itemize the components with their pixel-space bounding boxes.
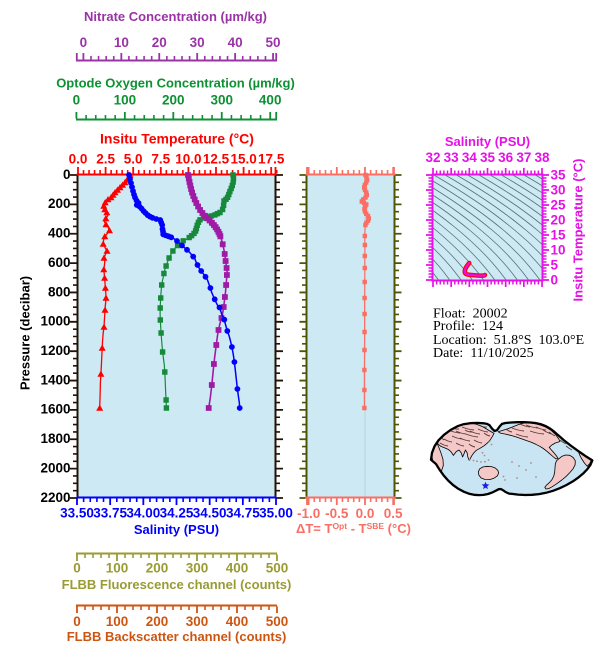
svg-text:10: 10 xyxy=(114,35,129,50)
svg-text:15: 15 xyxy=(551,228,567,243)
svg-text:40: 40 xyxy=(228,35,243,50)
svg-text:400: 400 xyxy=(259,93,282,108)
svg-text:200: 200 xyxy=(146,614,169,629)
svg-text:100: 100 xyxy=(106,561,129,576)
svg-text:12.5: 12.5 xyxy=(203,152,230,167)
svg-text:0.0: 0.0 xyxy=(69,152,88,167)
svg-text:Location: 51.8°S 103.0°E: Location: 51.8°S 103.0°E xyxy=(433,333,584,348)
svg-text:1600: 1600 xyxy=(40,402,70,417)
svg-text:500: 500 xyxy=(266,561,289,576)
svg-text:2000: 2000 xyxy=(40,460,70,475)
svg-text:Nitrate Concentration (µm/kg): Nitrate Concentration (µm/kg) xyxy=(84,9,267,24)
svg-text:33: 33 xyxy=(444,150,460,165)
svg-text:5: 5 xyxy=(551,258,559,273)
svg-text:0.5: 0.5 xyxy=(384,506,403,521)
svg-text:35: 35 xyxy=(551,168,567,183)
svg-text:35.00: 35.00 xyxy=(259,506,293,521)
svg-text:7.5: 7.5 xyxy=(151,152,170,167)
svg-text:0.0: 0.0 xyxy=(356,506,375,521)
svg-text:200: 200 xyxy=(146,561,169,576)
svg-text:17.5: 17.5 xyxy=(258,152,285,167)
svg-text:0: 0 xyxy=(80,35,88,50)
svg-text:35: 35 xyxy=(480,150,496,165)
svg-text:10.0: 10.0 xyxy=(175,152,201,167)
svg-text:34.75: 34.75 xyxy=(226,506,260,521)
svg-text:33.75: 33.75 xyxy=(93,506,127,521)
svg-text:0: 0 xyxy=(73,93,81,108)
svg-text:FLBB Fluorescence channel (cou: FLBB Fluorescence channel (counts) xyxy=(62,577,292,592)
svg-text:1400: 1400 xyxy=(40,372,70,387)
svg-text:300: 300 xyxy=(210,93,233,108)
svg-text:Optode Oxygen Concentration (µ: Optode Oxygen Concentration (µm/kg) xyxy=(56,76,295,91)
svg-text:0: 0 xyxy=(73,614,81,629)
svg-text:1000: 1000 xyxy=(40,314,70,329)
svg-text:600: 600 xyxy=(48,255,71,270)
svg-text:Date: 11/10/2025: Date: 11/10/2025 xyxy=(433,346,534,361)
svg-text:0: 0 xyxy=(73,561,81,576)
svg-text:34.00: 34.00 xyxy=(126,506,160,521)
svg-text:400: 400 xyxy=(226,561,249,576)
svg-text:0: 0 xyxy=(63,167,71,182)
svg-text:800: 800 xyxy=(48,284,71,299)
svg-text:FLBB Backscatter channel (coun: FLBB Backscatter channel (counts) xyxy=(67,629,287,644)
svg-text:38: 38 xyxy=(535,150,551,165)
svg-text:300: 300 xyxy=(186,614,209,629)
svg-text:100: 100 xyxy=(114,93,137,108)
svg-text:1800: 1800 xyxy=(40,431,70,446)
svg-text:33.50: 33.50 xyxy=(60,506,94,521)
svg-text:100: 100 xyxy=(106,614,129,629)
svg-text:Profile: 124: Profile: 124 xyxy=(433,319,503,334)
svg-text:Salinity (PSU): Salinity (PSU) xyxy=(445,134,530,149)
svg-text:-1.0: -1.0 xyxy=(297,506,320,521)
svg-text:0: 0 xyxy=(551,273,559,288)
svg-text:200: 200 xyxy=(48,196,71,211)
svg-text:Insitu Temperature (°C): Insitu Temperature (°C) xyxy=(571,159,586,302)
svg-text:2200: 2200 xyxy=(40,490,70,505)
svg-text:Salinity (PSU): Salinity (PSU) xyxy=(134,522,219,537)
svg-text:400: 400 xyxy=(48,226,71,241)
svg-text:25: 25 xyxy=(551,198,567,213)
svg-text:1200: 1200 xyxy=(40,343,70,358)
svg-text:34.25: 34.25 xyxy=(160,506,194,521)
svg-text:200: 200 xyxy=(162,93,185,108)
svg-text:34: 34 xyxy=(462,150,478,165)
svg-text:5.0: 5.0 xyxy=(124,152,143,167)
svg-text:34.50: 34.50 xyxy=(193,506,227,521)
svg-text:20: 20 xyxy=(152,35,167,50)
svg-text:30: 30 xyxy=(190,35,205,50)
svg-text:500: 500 xyxy=(266,614,289,629)
svg-text:Pressure (decibar): Pressure (decibar) xyxy=(18,276,33,390)
svg-text:Insitu Temperature (°C): Insitu Temperature (°C) xyxy=(100,131,254,147)
svg-text:300: 300 xyxy=(186,561,209,576)
svg-text:ΔT= TOpt - TSBE (°C): ΔT= TOpt - TSBE (°C) xyxy=(296,521,411,536)
svg-text:36: 36 xyxy=(498,150,514,165)
svg-text:2.5: 2.5 xyxy=(96,152,115,167)
svg-text:20: 20 xyxy=(551,213,566,228)
svg-text:50: 50 xyxy=(266,35,281,50)
svg-text:32: 32 xyxy=(425,150,440,165)
svg-text:30: 30 xyxy=(551,183,566,198)
svg-text:Float: 20002: Float: 20002 xyxy=(433,307,508,322)
svg-text:37: 37 xyxy=(516,150,531,165)
svg-text:10: 10 xyxy=(551,243,566,258)
svg-text:15.0: 15.0 xyxy=(230,152,256,167)
svg-text:-0.5: -0.5 xyxy=(325,506,349,521)
svg-text:400: 400 xyxy=(226,614,249,629)
